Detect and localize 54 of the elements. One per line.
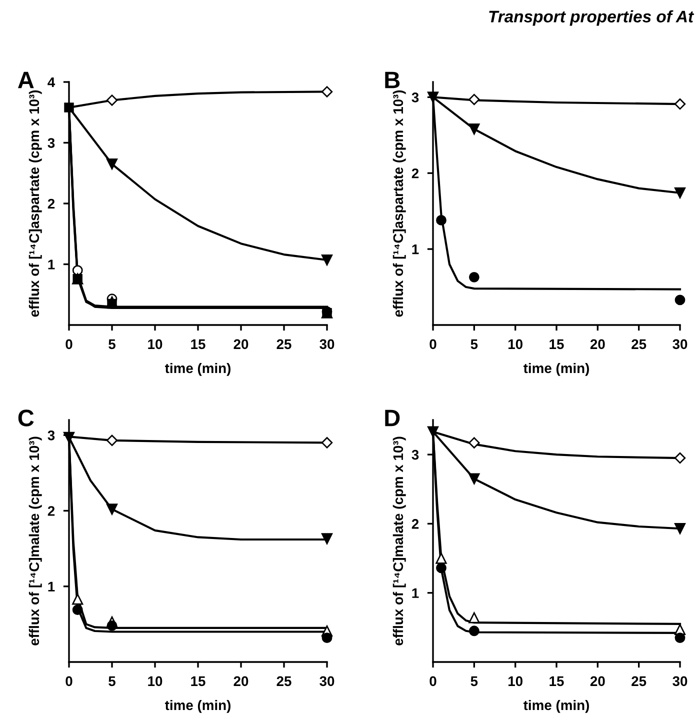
y-axis-title: efflux of [¹⁴C]malate (cpm x 10³) [28,436,42,646]
x-tick-label: 0 [66,339,72,350]
x-tick-label: 20 [234,339,248,350]
x-tick-label: 25 [632,676,646,686]
x-tick-label: 5 [470,339,478,350]
x-tick-label: 5 [108,339,116,350]
x-tick-label: 15 [191,676,206,686]
y-tick-label: 3 [48,430,55,440]
y-tick-label: 3 [412,450,419,460]
x-tick-label: 10 [148,339,162,350]
x-tick-label: 25 [632,339,646,350]
x-tick-label: 15 [191,339,206,350]
x-tick-label: 5 [470,676,478,686]
y-tick-label: 1 [48,582,55,592]
y-tick-label: 3 [412,92,419,102]
x-tick-label: 25 [276,676,292,686]
x-tick-label: 20 [234,676,248,686]
x-tick-label: 5 [108,676,116,686]
y-tick-label: 1 [412,588,419,598]
x-tick-label: 15 [550,339,564,350]
x-tick-label: 15 [550,676,564,686]
x-tick-label: 10 [508,339,522,350]
y-tick-label: 2 [412,519,419,529]
chart-title: B [385,72,400,88]
x-axis-title: time (min) [164,362,230,376]
chart-title: D [385,410,400,426]
y-tick-label: 4 [48,77,56,88]
y-tick-label: 2 [412,168,419,178]
x-tick-label: 20 [590,676,605,686]
x-tick-label: 25 [276,339,292,350]
x-axis-title: time (min) [164,700,230,713]
x-tick-label: 10 [148,676,162,686]
y-tick-label: 1 [48,260,55,270]
y-tick-label: 1 [412,244,419,254]
y-axis-title: efflux of [¹⁴C]aspartate (cpm x 10³) [392,90,406,317]
chart-title: C [18,410,34,426]
text: Transport properties of At [489,10,694,26]
x-tick-label: 10 [508,676,522,686]
y-tick-label: 2 [48,506,55,516]
x-tick-label: 20 [590,339,605,350]
x-tick-label: 30 [320,676,334,686]
x-tick-label: 0 [430,339,436,350]
y-axis-title: efflux of [¹⁴C]malate (cpm x 10³) [392,436,406,646]
y-tick-label: 3 [48,138,55,148]
y-axis-title: efflux of [¹⁴C]aspartate (cpm x 10³) [28,90,42,317]
chart-title: A [18,72,34,88]
x-tick-label: 0 [66,676,72,686]
x-axis-title: time (min) [523,700,589,713]
x-tick-label: 30 [320,339,334,350]
x-tick-label: 30 [672,676,688,686]
x-tick-label: 30 [672,339,688,350]
y-tick-label: 2 [48,198,55,209]
x-axis-title: time (min) [523,362,589,376]
x-tick-label: 0 [430,676,436,686]
